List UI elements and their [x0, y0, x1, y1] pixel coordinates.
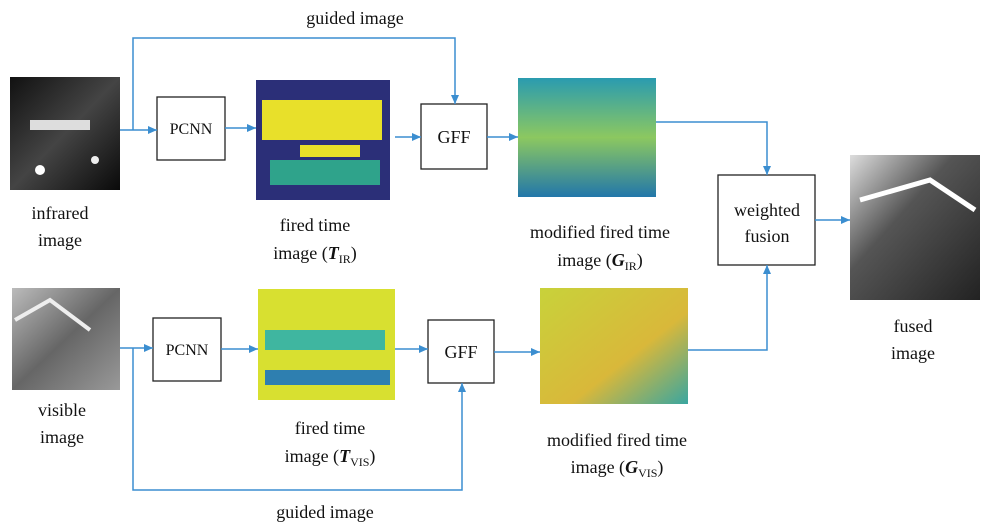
box-label: fusion — [745, 226, 790, 246]
guided-label: guided image — [306, 8, 403, 28]
box-label: GFF — [444, 342, 477, 362]
modified-ir-image — [518, 78, 656, 197]
fused-image — [850, 155, 980, 300]
guided-label: guided image — [276, 502, 373, 522]
label: image (GVIS) — [571, 457, 664, 480]
label: infrared — [32, 203, 89, 223]
label: visible — [38, 400, 86, 420]
weighted-fusion-box — [718, 175, 815, 265]
box-label: weighted — [734, 200, 800, 220]
label: image — [40, 427, 84, 447]
modified-vis-image — [540, 288, 688, 404]
fired-vis-image — [258, 289, 395, 400]
label: fused — [894, 316, 933, 336]
box-label: PCNN — [170, 121, 213, 138]
label: modified fired time — [547, 430, 687, 450]
box-label: PCNN — [166, 342, 209, 359]
fired-ir-image — [256, 80, 390, 200]
label: image (GIR) — [557, 250, 642, 273]
label: image (TIR) — [273, 243, 356, 266]
label: image — [891, 343, 935, 363]
label: fired time — [280, 215, 350, 235]
visible-image — [12, 288, 120, 390]
label: modified fired time — [530, 222, 670, 242]
infrared-image — [10, 77, 120, 190]
box-label: GFF — [437, 127, 470, 147]
label: fired time — [295, 418, 365, 438]
label: image — [38, 230, 82, 250]
diagram: guided image guided image infrared image… — [0, 0, 989, 523]
label: image (TVIS) — [285, 446, 376, 469]
